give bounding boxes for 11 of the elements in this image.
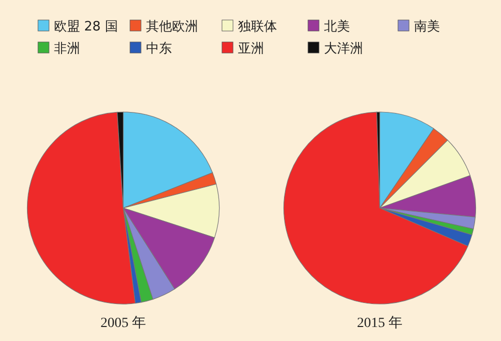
legend-label: 独联体 [238, 20, 277, 34]
slice-label: 2005 年 [100, 315, 146, 331]
legend-label: 南美 [414, 18, 440, 34]
legend-label: 其他欧洲 [146, 20, 198, 34]
slice-label: 2015 年 [357, 315, 402, 331]
legend-label: 亚洲 [238, 42, 264, 56]
legend-label: 欧盟 28 国 [54, 20, 118, 34]
legend-label: 大洋洲 [324, 42, 363, 56]
legend-label: 中东 [146, 42, 172, 56]
legend-label: 北美 [324, 18, 350, 34]
legend-label: 非洲 [54, 42, 80, 56]
